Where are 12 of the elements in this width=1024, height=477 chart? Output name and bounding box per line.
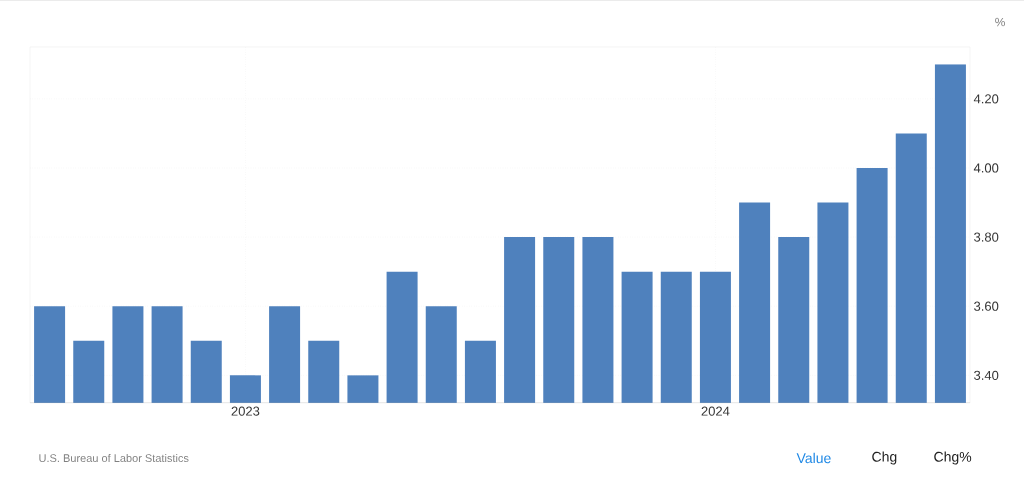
y-axis-title: % <box>995 17 1005 27</box>
text: U.S. Bureau of Labor Statistics <box>39 453 189 463</box>
x-tick-label: 2023 <box>231 406 260 416</box>
y-tick-label: 3.40 <box>974 370 999 380</box>
text: Chg <box>872 451 897 465</box>
y-tick-label: 3.80 <box>974 232 999 242</box>
text: Chg% <box>934 451 972 465</box>
y-tick-label: 3.60 <box>974 301 999 311</box>
x-tick-label: 2024 <box>701 406 730 416</box>
y-tick-label: 4.00 <box>973 163 999 173</box>
y-tick-label: 4.20 <box>973 94 999 104</box>
text: Value <box>796 452 831 464</box>
